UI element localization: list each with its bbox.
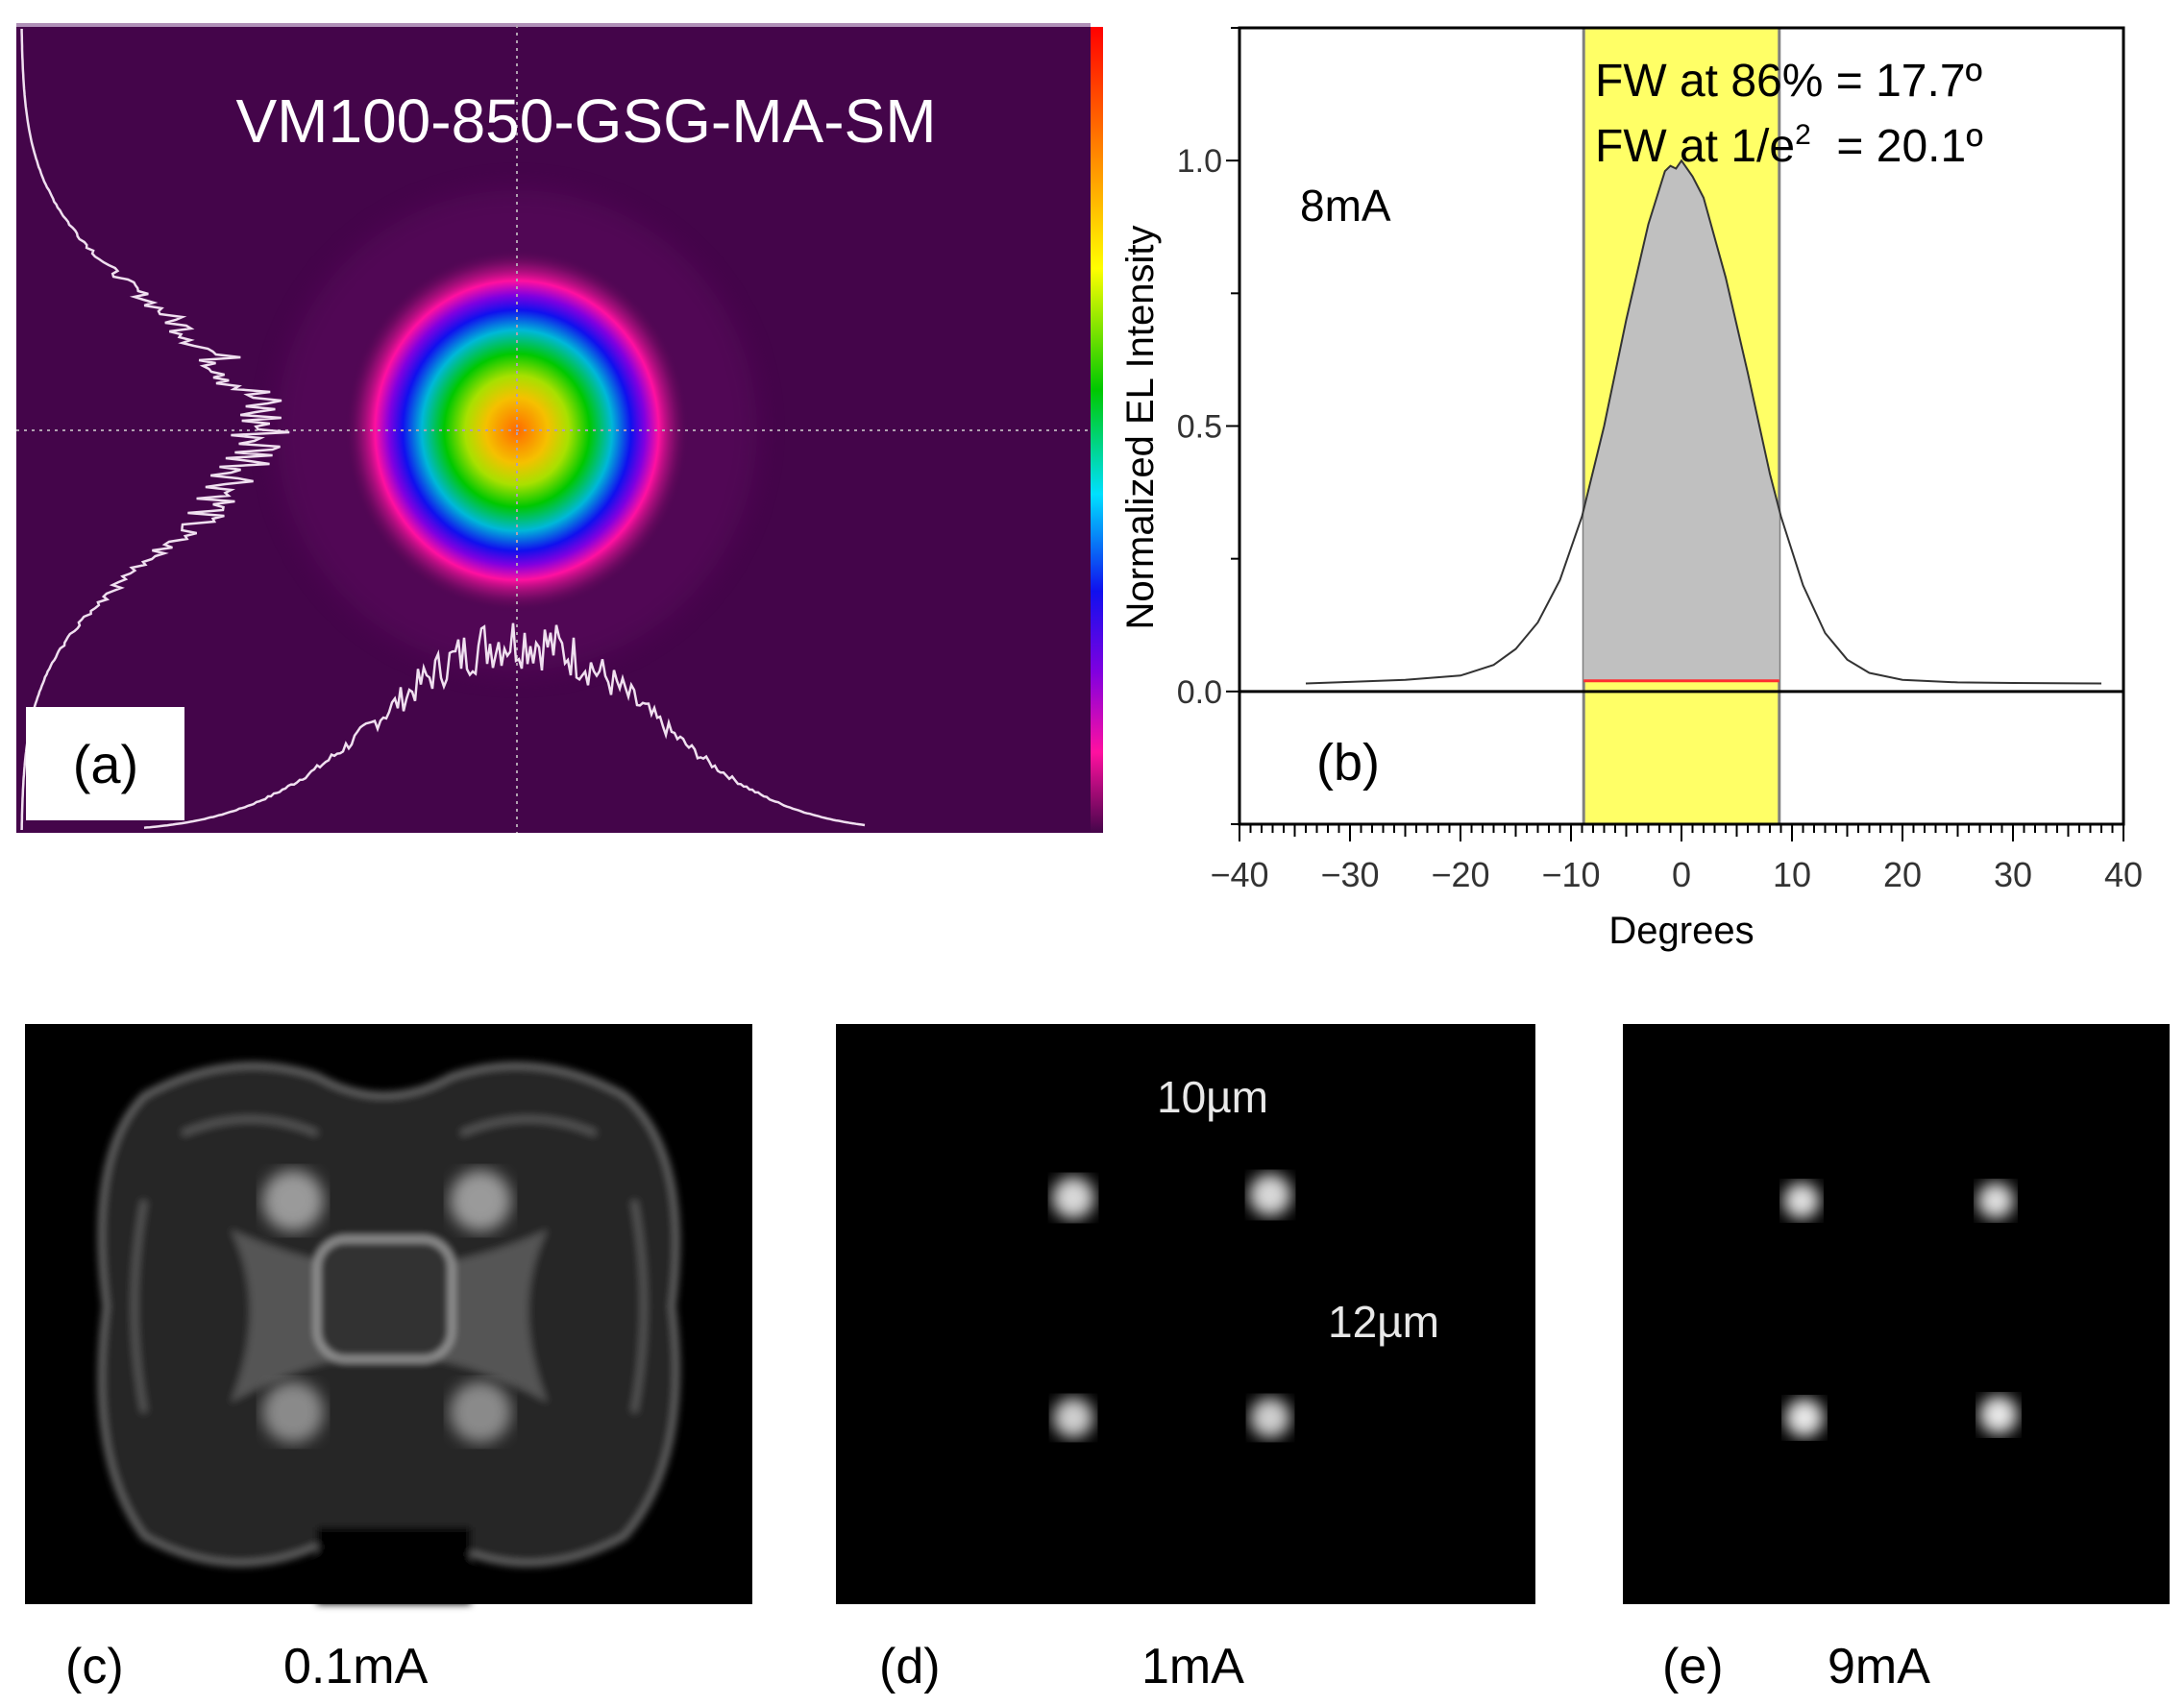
vertical-profile-curve	[20, 29, 290, 831]
emitter-spot	[1249, 1174, 1291, 1216]
y-tick-label: 1.0	[1177, 143, 1222, 180]
x-ticks: −40 −30 −20 −10 0 10 20 30 40	[1210, 824, 2143, 894]
panel-b-chart: −40 −30 −20 −10 0 10 20 30 40 0.00.51.0 Degrees …	[1119, 26, 2143, 952]
emitter-spot	[1053, 1398, 1093, 1438]
panel-e-label: (e)	[1662, 1639, 1724, 1694]
panel-a-label-box	[26, 707, 184, 820]
x-tick-label: −40	[1210, 855, 1268, 894]
vertical-pitch-label: 12µm	[1328, 1297, 1439, 1347]
panel-e-nearfield-image	[1623, 1024, 2170, 1604]
emitter-spot	[1785, 1399, 1824, 1437]
y-ticks: 0.0 0.5 1.0	[1177, 27, 1239, 825]
emitter-spot	[1250, 1398, 1290, 1438]
emitter-spot	[1979, 1396, 2018, 1434]
x-tick-label: 30	[1994, 855, 2032, 894]
panel-c-pattern	[98, 1061, 680, 1604]
intensity-curve	[1305, 158, 2102, 685]
current-annotation: 8mA	[1300, 181, 1391, 231]
panel-e-current: 9mA	[1828, 1639, 1930, 1694]
y-axis-label: Normalized EL Intensity	[1119, 226, 1162, 630]
panel-c-lobe	[450, 1381, 511, 1443]
x-tick-label: −30	[1320, 855, 1379, 894]
emitter-spot	[1783, 1182, 1820, 1219]
panel-c-lobe	[450, 1170, 511, 1231]
panel-d-label: (d)	[879, 1639, 941, 1694]
panel-c-lobe	[262, 1381, 324, 1443]
x-tick-label: 0	[1672, 855, 1691, 894]
x-tick-label: 20	[1883, 855, 1922, 894]
panel-b-label: (b)	[1316, 734, 1380, 792]
fw86-annotation: FW at 86% = 17.7º	[1595, 56, 1982, 107]
panel-a-top-edge	[16, 23, 1091, 27]
panel-d-current: 1mA	[1141, 1639, 1244, 1694]
x-axis-label: Degrees	[1608, 910, 1754, 952]
panel-a-title: VM100-850-GSG-MA-SM	[235, 86, 936, 156]
y-tick-label: 0.0	[1177, 674, 1222, 711]
y-tick-label: 0.5	[1177, 409, 1222, 446]
integrated-area-fill	[1583, 160, 1779, 681]
panel-e-background	[1623, 1024, 2170, 1604]
panel-c-current: 0.1mA	[283, 1639, 429, 1694]
horizontal-profile-curve	[143, 622, 866, 829]
panel-d-nearfield-image: 10µm 12µm	[836, 1024, 1535, 1604]
panel-c-lobe	[262, 1170, 324, 1231]
x-tick-label: −10	[1541, 855, 1600, 894]
panel-a-label: (a)	[73, 734, 138, 794]
x-tick-label: 10	[1773, 855, 1811, 894]
panel-a-beam-image: VM100-850-GSG-MA-SM (a)	[16, 23, 1103, 833]
x-tick-label: −20	[1431, 855, 1489, 894]
emitter-spot	[1052, 1177, 1094, 1219]
panel-c-label: (c)	[65, 1639, 124, 1694]
fwe2-annotation: FW at 1/e2 = 20.1º	[1595, 119, 1983, 172]
emitter-spot	[1977, 1182, 2014, 1219]
horizontal-pitch-label: 10µm	[1157, 1072, 1268, 1122]
panel-c-nearfield-image	[25, 1024, 752, 1604]
panel-d-background	[836, 1024, 1535, 1604]
x-tick-label: 40	[2104, 855, 2143, 894]
colorbar	[1091, 27, 1103, 833]
